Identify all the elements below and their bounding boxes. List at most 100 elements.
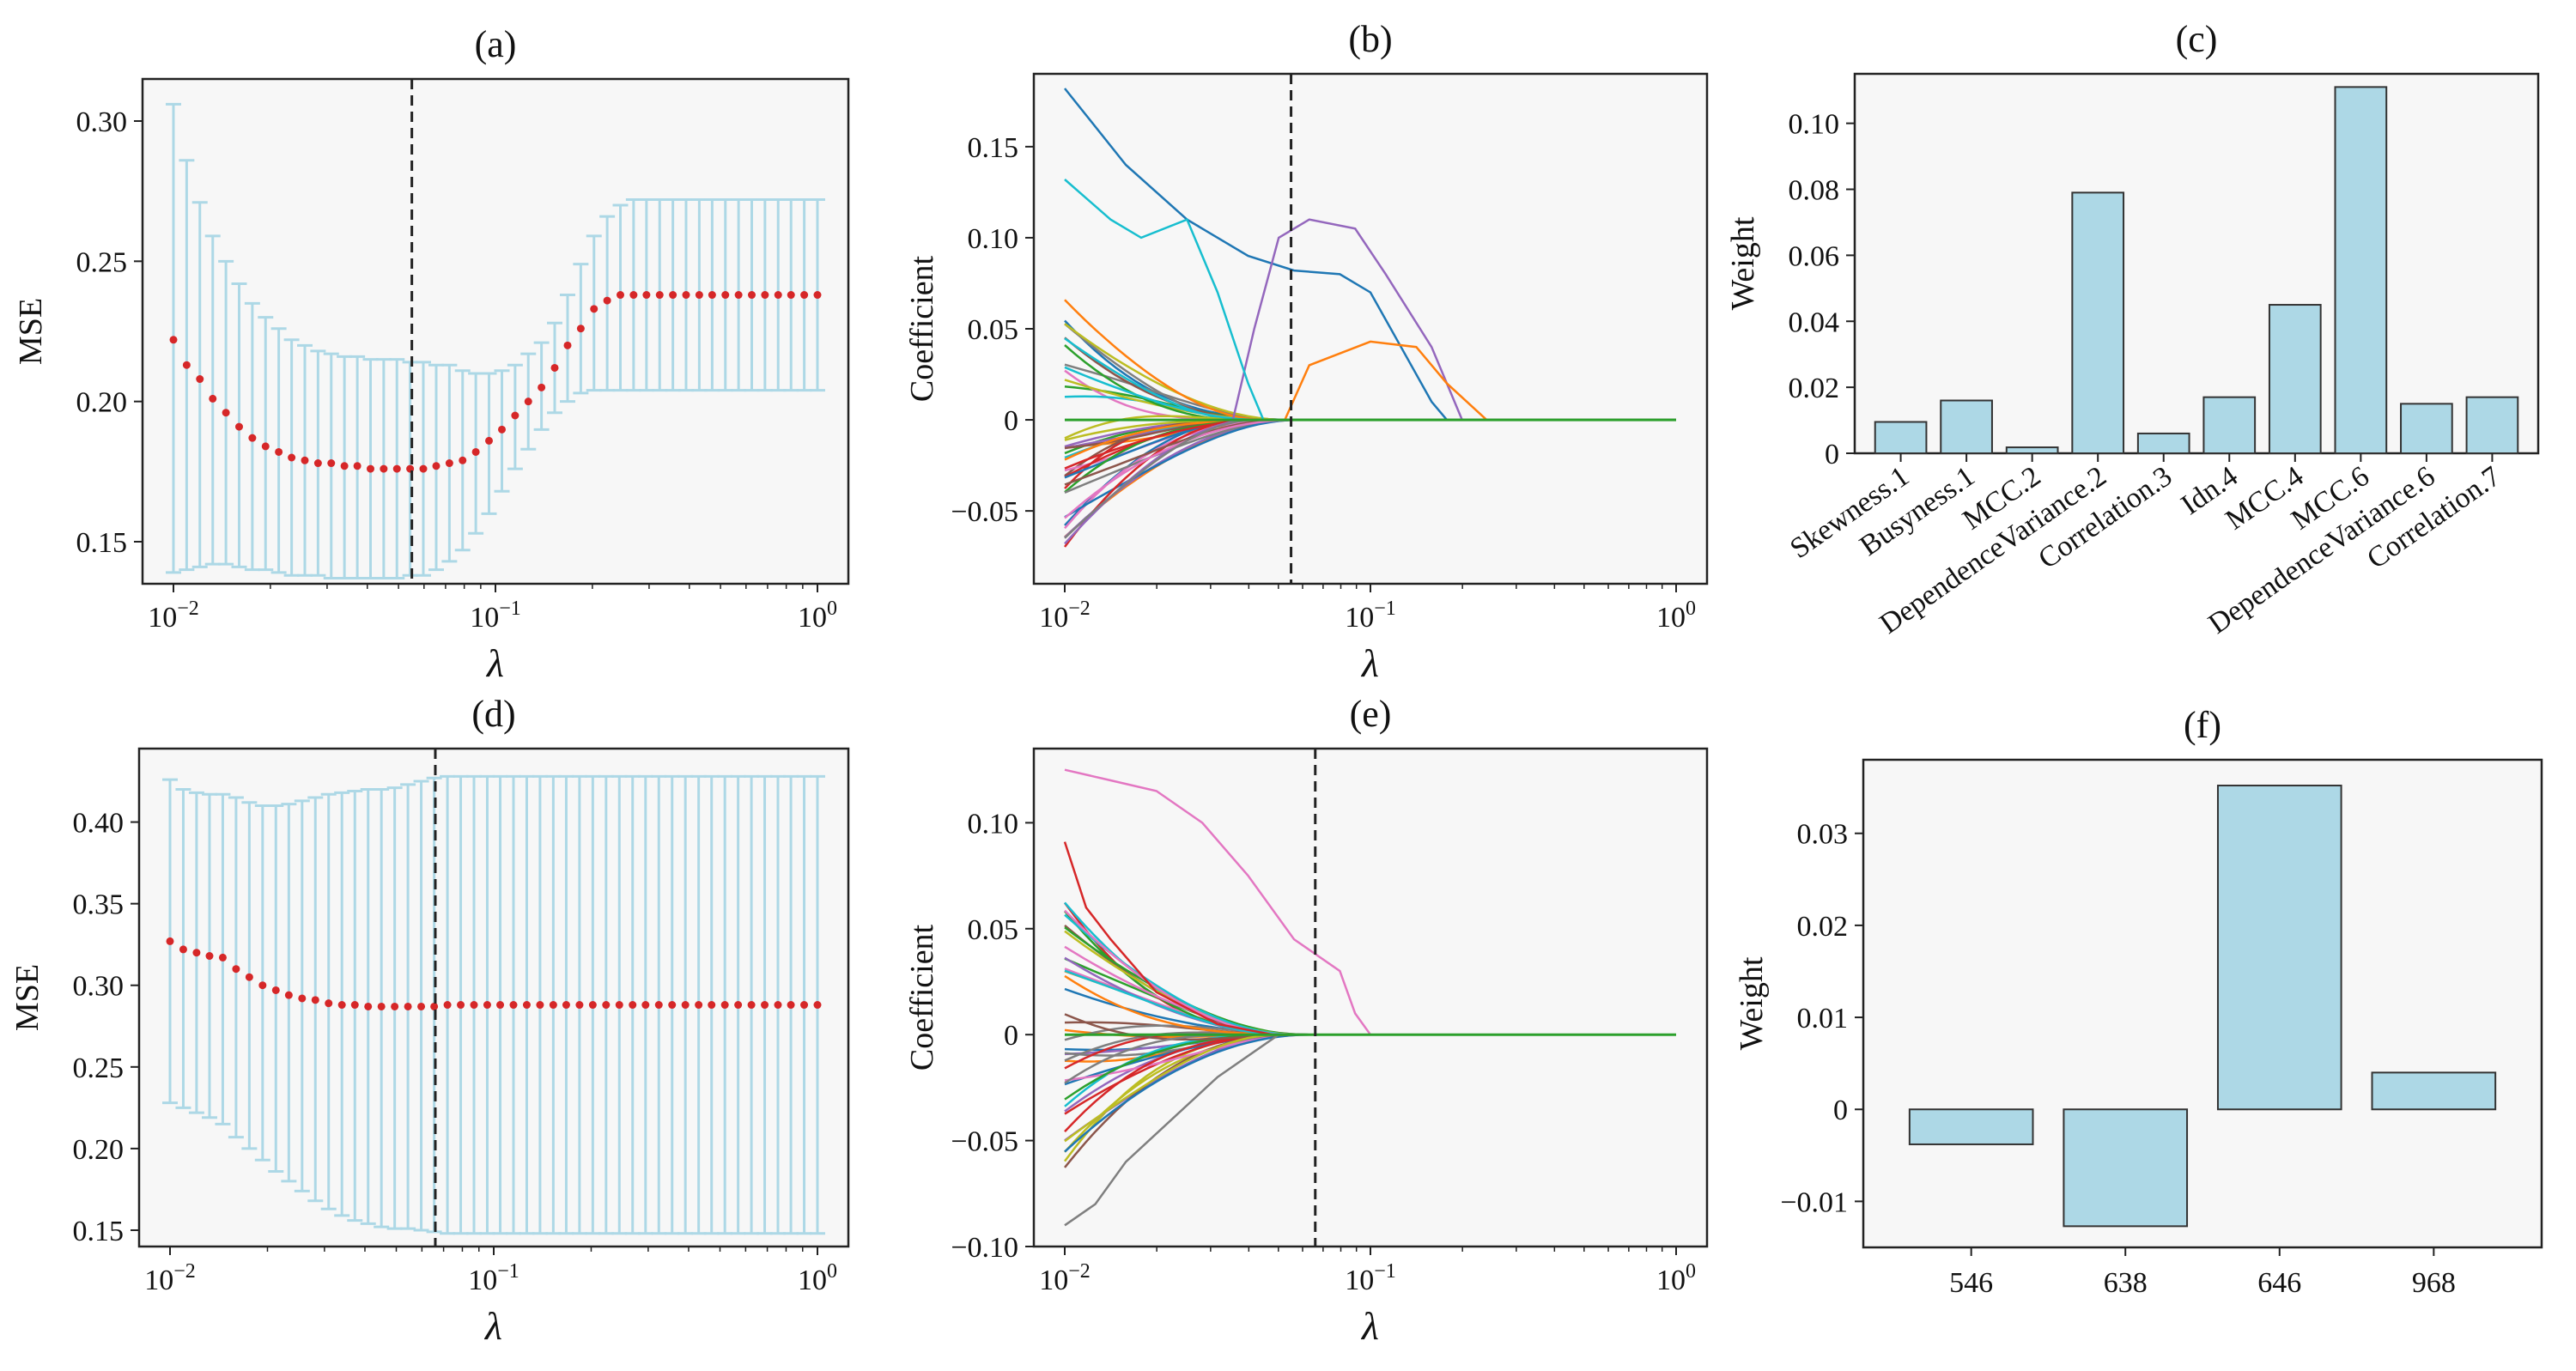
mean-point — [182, 361, 191, 369]
mean-point — [774, 291, 782, 300]
mean-point — [562, 1001, 570, 1010]
mean-point — [288, 453, 296, 462]
plot-area — [1862, 758, 2543, 1249]
panel-title: (c) — [2176, 18, 2218, 60]
mean-point — [708, 291, 716, 300]
mse-panel: 0.15 0.20 0.25 0.30 10−2 10−1 100 (a) MSE λ — [13, 23, 850, 685]
mean-point — [721, 291, 730, 300]
mean-point — [179, 945, 187, 954]
y-tick-label: 0.15 — [968, 132, 1019, 164]
mean-point — [353, 462, 361, 470]
y-tick-label: −0.05 — [951, 496, 1018, 528]
mean-point — [787, 1001, 795, 1010]
mean-point — [419, 464, 428, 473]
y-tick-label: 0.40 — [73, 808, 125, 840]
bar — [2202, 396, 2257, 454]
mean-point — [275, 447, 283, 456]
category-label: 546 — [1949, 1267, 1993, 1299]
y-tick-label: −0.01 — [1780, 1186, 1848, 1218]
mean-point — [380, 464, 388, 473]
y-tick-label: 0.01 — [1797, 1003, 1849, 1034]
bar-panel: 546 638 646 968 −0.01 0 0.01 0.02 0.03 (f) Weight — [1734, 704, 2543, 1299]
mean-point — [313, 459, 322, 468]
y-tick-label: 0 — [1833, 1095, 1848, 1126]
mean-point — [629, 1001, 637, 1010]
mean-point — [404, 1002, 412, 1010]
mean-point — [588, 1001, 597, 1010]
x-tick-label: 100 — [798, 1260, 837, 1296]
coef-path — [1284, 340, 1488, 422]
plot-area — [1853, 72, 2540, 455]
y-tick-label: 0.10 — [1789, 109, 1840, 141]
y-tick-label: 0.06 — [1789, 240, 1840, 272]
mean-point — [550, 363, 559, 372]
mean-point — [800, 291, 809, 300]
mean-point — [245, 973, 253, 981]
coef-panel: −0.10 −0.05 0 0.05 0.10 10−2 10−1 100 (e) Coeffic… — [904, 693, 1709, 1348]
coef-path — [1064, 768, 1372, 1035]
x-tick-label: 10−1 — [1345, 1260, 1396, 1296]
mean-point — [813, 1001, 822, 1010]
mean-point — [218, 953, 227, 962]
y-axis-label: Coefficient — [904, 924, 940, 1071]
y-tick-label: 0.35 — [73, 889, 125, 921]
coef-path — [1064, 1034, 1279, 1227]
mean-point — [538, 383, 546, 391]
mean-point — [340, 462, 349, 470]
mean-point — [617, 291, 624, 300]
mean-point — [367, 464, 374, 473]
mean-point — [774, 1001, 782, 1010]
mean-point — [734, 291, 743, 300]
mean-point — [498, 425, 506, 434]
y-axis-label: Weight — [1725, 216, 1761, 310]
mean-point — [459, 456, 467, 464]
mean-point — [669, 291, 677, 300]
panel-title: (b) — [1348, 18, 1392, 60]
plot-area — [1032, 747, 1709, 1248]
mean-point — [327, 459, 336, 468]
y-tick-label: 0 — [1004, 405, 1018, 437]
category-label: 646 — [2257, 1267, 2301, 1299]
bar — [2071, 191, 2125, 455]
mean-point — [536, 1001, 544, 1010]
y-tick-label: 0.08 — [1789, 175, 1840, 207]
mean-point — [350, 1001, 359, 1010]
mean-point — [695, 291, 703, 300]
panel-title: (d) — [471, 693, 515, 735]
x-tick-label: 10−2 — [1039, 598, 1091, 634]
y-tick-label: 0.05 — [968, 914, 1019, 946]
mean-point — [377, 1002, 386, 1010]
coef-path — [1063, 841, 1273, 1036]
x-tick-label: 100 — [1656, 598, 1696, 634]
mean-point — [747, 1001, 756, 1010]
y-tick-label: 0.02 — [1797, 911, 1849, 943]
mean-point — [734, 1001, 743, 1010]
y-tick-label: 0.30 — [73, 971, 125, 1003]
bar — [2334, 86, 2388, 455]
y-tick-label: 0.02 — [1789, 373, 1840, 404]
mean-point — [654, 1001, 663, 1010]
mean-point — [483, 1001, 491, 1010]
y-tick-label: 0.03 — [1797, 819, 1849, 851]
panel-title: (f) — [2184, 704, 2221, 746]
mean-point — [800, 1001, 809, 1010]
mean-point — [761, 1001, 769, 1010]
mean-point — [511, 411, 519, 420]
mean-point — [261, 442, 270, 451]
x-tick-label: 10−2 — [148, 598, 199, 634]
bar — [2371, 1071, 2497, 1111]
mean-point — [392, 464, 401, 473]
x-tick-label: 10−1 — [468, 1260, 519, 1296]
y-tick-label: 0.04 — [1789, 306, 1840, 338]
mean-point — [457, 1001, 465, 1010]
x-tick-label: 10−2 — [1039, 1260, 1091, 1296]
mse-panel: 0.15 0.20 0.25 0.30 0.35 0.40 10−2 10−1 100 (d) MS… — [9, 693, 850, 1348]
mean-point — [787, 291, 795, 300]
x-axis-label: λ — [483, 1304, 502, 1348]
y-tick-label: 0 — [1825, 439, 1839, 470]
y-tick-label: 0.30 — [76, 106, 128, 138]
y-tick-label: 0.05 — [968, 314, 1019, 346]
y-axis-label: MSE — [9, 964, 46, 1031]
mean-point — [192, 949, 201, 957]
mean-point — [301, 456, 309, 464]
